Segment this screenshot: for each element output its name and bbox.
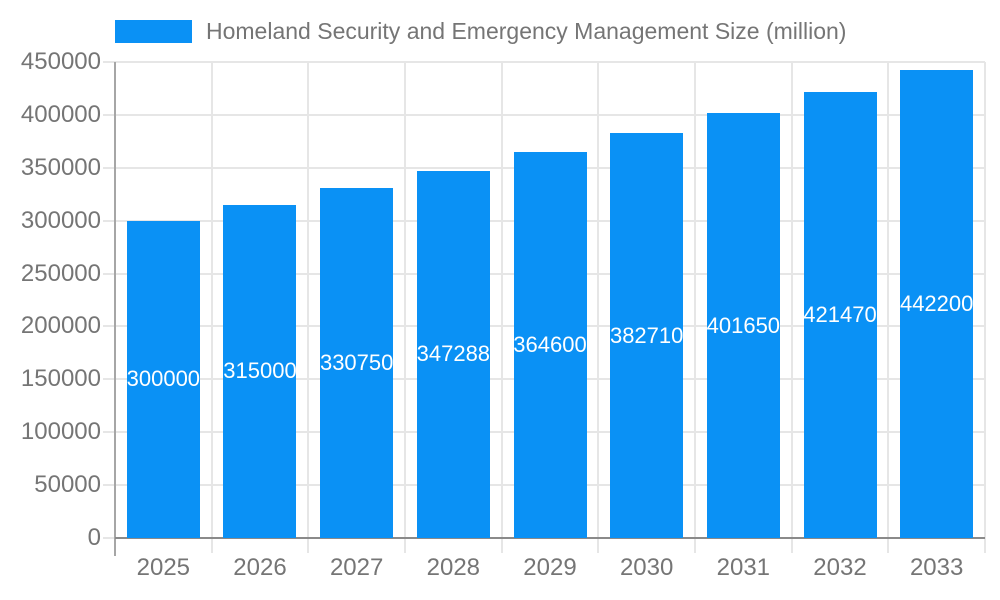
legend-color-swatch: [115, 20, 192, 43]
y-tick-label: 350000: [20, 153, 101, 181]
bar-label-clip: 330750: [320, 188, 393, 538]
y-tick-mark: [103, 166, 115, 169]
bar: 382710: [610, 133, 684, 538]
x-tick-label: 2031: [716, 554, 771, 581]
v-gridline: [307, 62, 310, 553]
y-tick-label: 250000: [20, 259, 101, 287]
y-tick-mark: [103, 431, 115, 434]
x-tick-label: 2027: [329, 554, 384, 581]
bar: 364600: [513, 152, 587, 538]
h-gridline: [115, 113, 985, 116]
bar-label-clip: 401650: [707, 113, 780, 538]
x-tick-label: 2033: [909, 554, 964, 581]
bar-value-label: 442200: [900, 291, 974, 317]
chart-title: Homeland Security and Emergency Manageme…: [206, 18, 847, 44]
y-tick-mark: [103, 484, 115, 487]
bar: 300000: [126, 220, 200, 538]
bar: 330750: [320, 188, 394, 538]
bar-label-clip: 347288: [417, 171, 490, 538]
bar-value-label: 347288: [416, 341, 490, 367]
x-tick-label: 2026: [233, 554, 287, 581]
bar-value-label: 315000: [223, 358, 297, 384]
x-tick-label: 2029: [523, 554, 577, 581]
plot-area: 0 50000 100000 150000 200000 250000 300000 3500…: [21, 49, 986, 581]
bar-value-label: 330750: [320, 350, 394, 376]
bar: 315000: [223, 204, 297, 538]
bar-value-label: 421470: [803, 302, 877, 328]
bar-value-label: 364600: [513, 332, 587, 358]
bar-label-clip: 300000: [127, 221, 200, 538]
y-tick-label: 100000: [20, 418, 101, 446]
bar-value-label: 401650: [706, 312, 780, 338]
y-tick-mark: [103, 61, 115, 63]
y-tick-mark: [103, 378, 115, 381]
v-gridline: [984, 62, 986, 553]
v-gridline: [790, 62, 793, 553]
y-tick-label: 150000: [20, 365, 101, 393]
bar-label-clip: 315000: [223, 205, 296, 538]
bar: 401650: [706, 113, 780, 538]
bar-value-label: 300000: [126, 366, 200, 392]
v-gridline: [403, 62, 406, 553]
bar: 421470: [803, 92, 877, 538]
y-tick-mark: [103, 272, 115, 275]
v-gridline: [500, 62, 503, 553]
y-tick-mark: [103, 537, 115, 539]
y-tick-label: 200000: [20, 312, 101, 340]
x-axis-line: [115, 537, 985, 539]
x-tick-label: 2028: [426, 554, 481, 581]
x-tick-label: 2030: [619, 554, 674, 581]
y-tick-label: 300000: [20, 206, 101, 234]
legend: Homeland Security and Emergency Manageme…: [115, 18, 846, 45]
bar: 347288: [416, 170, 490, 538]
v-gridline: [693, 62, 696, 553]
bar-label-clip: 442200: [900, 70, 973, 538]
y-tick-mark: [103, 113, 115, 116]
v-gridline: [887, 62, 890, 553]
y-tick-label: 450000: [20, 48, 101, 75]
y-tick-mark: [103, 219, 115, 222]
y-tick-label: 50000: [34, 471, 101, 499]
bar: 442200: [900, 70, 974, 538]
bar-label-clip: 382710: [610, 133, 683, 538]
x-tick-label: 2032: [813, 554, 867, 581]
y-tick-label: 400000: [20, 100, 101, 128]
y-tick-mark: [103, 325, 115, 328]
h-gridline: [115, 61, 985, 63]
v-gridline: [210, 62, 213, 553]
bar-value-label: 382710: [610, 322, 684, 348]
bar-label-clip: 364600: [514, 152, 587, 538]
x-tick-label: 2025: [136, 554, 191, 581]
y-axis-line: [114, 62, 116, 556]
y-tick-label: 0: [87, 524, 101, 551]
v-gridline: [597, 62, 600, 553]
bar-label-clip: 421470: [804, 92, 877, 538]
